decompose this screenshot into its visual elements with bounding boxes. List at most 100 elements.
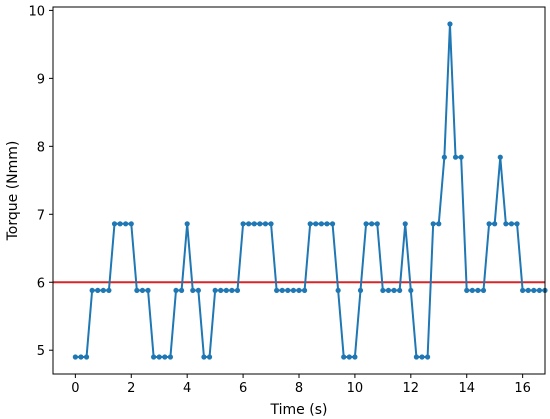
data-point	[357, 287, 364, 294]
data-point	[151, 354, 157, 360]
x-tick-label: 10	[347, 381, 364, 396]
data-point	[162, 354, 168, 360]
data-point	[167, 354, 174, 360]
data-point	[452, 154, 459, 160]
data-point	[111, 221, 118, 227]
data-point	[341, 354, 347, 360]
data-point	[139, 287, 146, 294]
data-point	[369, 221, 375, 227]
data-point	[117, 221, 123, 227]
data-point	[525, 287, 531, 294]
data-point	[492, 221, 498, 227]
data-point	[223, 287, 229, 294]
data-point	[134, 287, 140, 294]
data-point	[329, 221, 336, 227]
data-point	[469, 287, 475, 294]
data-point	[212, 287, 218, 294]
data-point	[430, 221, 436, 227]
y-tick-label: 8	[37, 140, 45, 155]
data-point	[307, 221, 313, 227]
data-point	[285, 287, 291, 294]
data-point	[251, 221, 257, 227]
data-point	[531, 287, 537, 294]
data-point	[123, 221, 129, 227]
data-point	[78, 354, 84, 360]
data-point	[324, 221, 330, 227]
plot-frame	[52, 6, 546, 375]
data-point	[352, 354, 358, 360]
data-point	[503, 221, 509, 227]
data-point	[447, 21, 453, 27]
data-point	[95, 287, 101, 294]
data-point	[464, 287, 470, 294]
data-point	[536, 287, 543, 294]
x-tick-label: 16	[514, 381, 531, 396]
y-tick-label: 6	[37, 276, 45, 291]
data-point	[335, 287, 341, 294]
x-tick-label: 14	[458, 381, 475, 396]
series-layer	[72, 21, 548, 360]
x-tick-label: 0	[71, 381, 79, 396]
data-point	[262, 221, 269, 227]
data-point	[486, 221, 492, 227]
data-point	[89, 287, 95, 294]
data-point	[408, 287, 414, 294]
data-point	[391, 287, 397, 294]
data-point	[190, 287, 196, 294]
data-point	[156, 354, 162, 360]
y-tick-label: 7	[37, 208, 45, 223]
data-point	[128, 221, 134, 227]
x-axis-label: Time (s)	[270, 402, 328, 418]
data-point	[413, 354, 420, 360]
data-point	[218, 287, 224, 294]
data-point	[346, 354, 352, 360]
data-point	[514, 221, 520, 227]
data-point	[290, 287, 297, 294]
data-point	[234, 287, 241, 294]
data-point	[380, 287, 386, 294]
data-point	[72, 354, 78, 360]
data-point	[424, 354, 431, 360]
data-point	[301, 287, 308, 294]
data-point	[480, 287, 487, 294]
x-tick-label: 2	[127, 381, 135, 396]
data-point	[178, 287, 185, 294]
data-point	[363, 221, 369, 227]
data-point	[497, 154, 503, 160]
data-point	[274, 287, 280, 294]
x-tick-label: 12	[403, 381, 420, 396]
data-point	[229, 287, 235, 294]
data-point	[268, 221, 274, 227]
data-point	[195, 287, 201, 294]
data-point	[240, 221, 246, 227]
data-point	[100, 287, 106, 294]
x-tick-label: 4	[183, 381, 191, 396]
data-point	[279, 287, 285, 294]
data-point	[246, 221, 252, 227]
data-point	[385, 287, 392, 294]
data-point	[173, 287, 179, 294]
y-tick-label: 10	[28, 4, 45, 19]
data-point	[520, 287, 526, 294]
data-point	[145, 287, 151, 294]
data-point	[313, 221, 319, 227]
series-line	[75, 22, 545, 359]
data-point	[257, 221, 263, 227]
data-point	[83, 354, 90, 360]
data-point	[458, 154, 464, 160]
y-axis-label: Torque (Nmm)	[5, 141, 21, 242]
data-point	[106, 287, 112, 294]
x-tick-label: 6	[239, 381, 247, 396]
data-point	[206, 354, 213, 360]
x-tick-label: 8	[295, 381, 303, 396]
data-point	[296, 287, 302, 294]
y-tick-label: 5	[37, 344, 45, 359]
y-tick-label: 9	[37, 72, 45, 87]
data-point	[419, 354, 425, 360]
data-point	[441, 154, 447, 160]
data-point	[402, 221, 408, 227]
data-point	[508, 221, 515, 227]
data-point	[201, 354, 207, 360]
